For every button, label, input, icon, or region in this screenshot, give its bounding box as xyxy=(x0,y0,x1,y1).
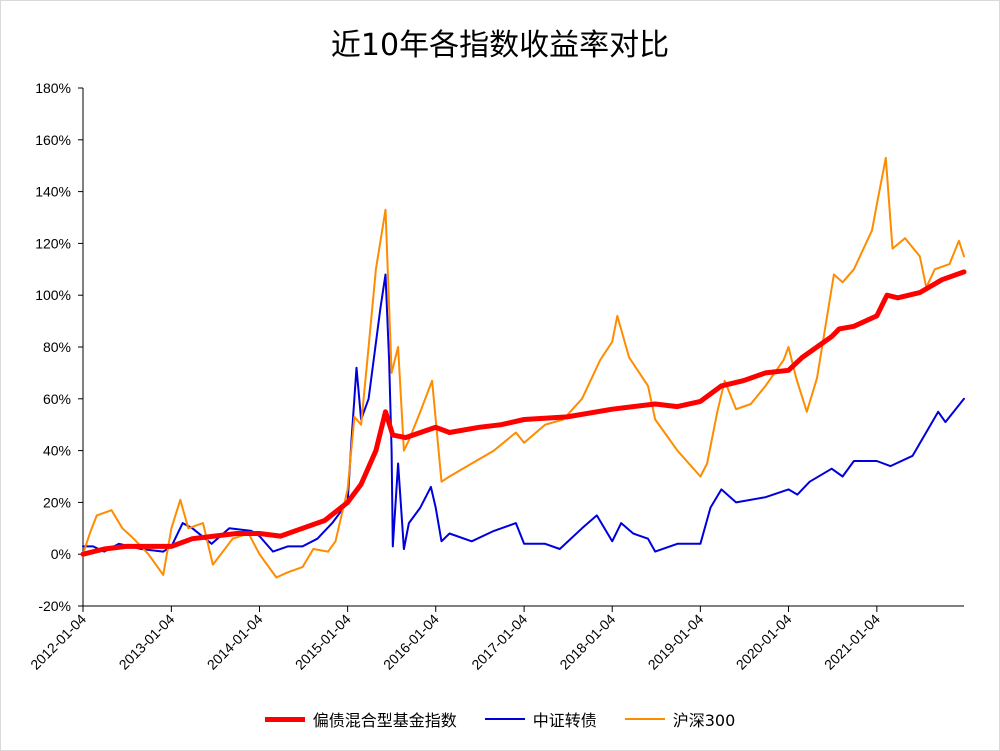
legend-item-1: 中证转债 xyxy=(484,707,597,731)
x-tick-label: 2016-01-04 xyxy=(380,611,442,673)
x-tick-label: 2017-01-04 xyxy=(468,611,530,673)
y-tick-label: 40% xyxy=(43,443,71,459)
y-tick-label: 100% xyxy=(35,287,71,303)
legend-label-2: 沪深300 xyxy=(672,711,736,730)
x-tick-label: 2014-01-04 xyxy=(204,611,266,673)
x-tick-label: 2021-01-04 xyxy=(821,611,883,673)
axes xyxy=(78,87,964,612)
x-tick-label: 2018-01-04 xyxy=(556,611,618,673)
x-tick-label: 2019-01-04 xyxy=(645,611,707,673)
y-tick-label: 0% xyxy=(51,546,71,562)
y-tick-label: 120% xyxy=(35,235,71,251)
series-line-1 xyxy=(82,273,965,553)
legend-swatch-2 xyxy=(624,718,665,720)
legend-item-2: 沪深300 xyxy=(624,707,736,731)
y-tick-label: 140% xyxy=(35,184,71,200)
y-tick-label: -20% xyxy=(38,598,71,614)
y-tick-label: 180% xyxy=(35,80,71,96)
series-lines xyxy=(80,156,967,579)
y-tick-label: 80% xyxy=(43,339,71,355)
legend-swatch-0 xyxy=(264,716,305,722)
y-tick-label: 160% xyxy=(35,132,71,148)
legend-label-0: 偏债混合型基金指数 xyxy=(312,711,457,730)
x-tick-label: 2012-01-04 xyxy=(27,611,89,673)
y-tick-label: 20% xyxy=(43,494,71,510)
legend-label-1: 中证转债 xyxy=(532,711,597,730)
x-tick-label: 2015-01-04 xyxy=(292,611,354,673)
legend-item-0: 偏债混合型基金指数 xyxy=(264,707,457,731)
x-tick-label: 2013-01-04 xyxy=(116,611,178,673)
legend: 偏债混合型基金指数 中证转债 沪深300 xyxy=(0,707,1000,731)
series-line-0 xyxy=(80,269,967,557)
chart-title: 近10年各指数收益率对比 xyxy=(330,28,670,63)
y-tick-label: 60% xyxy=(43,391,71,407)
x-tick-label: 2020-01-04 xyxy=(733,611,795,673)
series-line-2 xyxy=(82,156,965,579)
legend-swatch-1 xyxy=(484,718,525,720)
